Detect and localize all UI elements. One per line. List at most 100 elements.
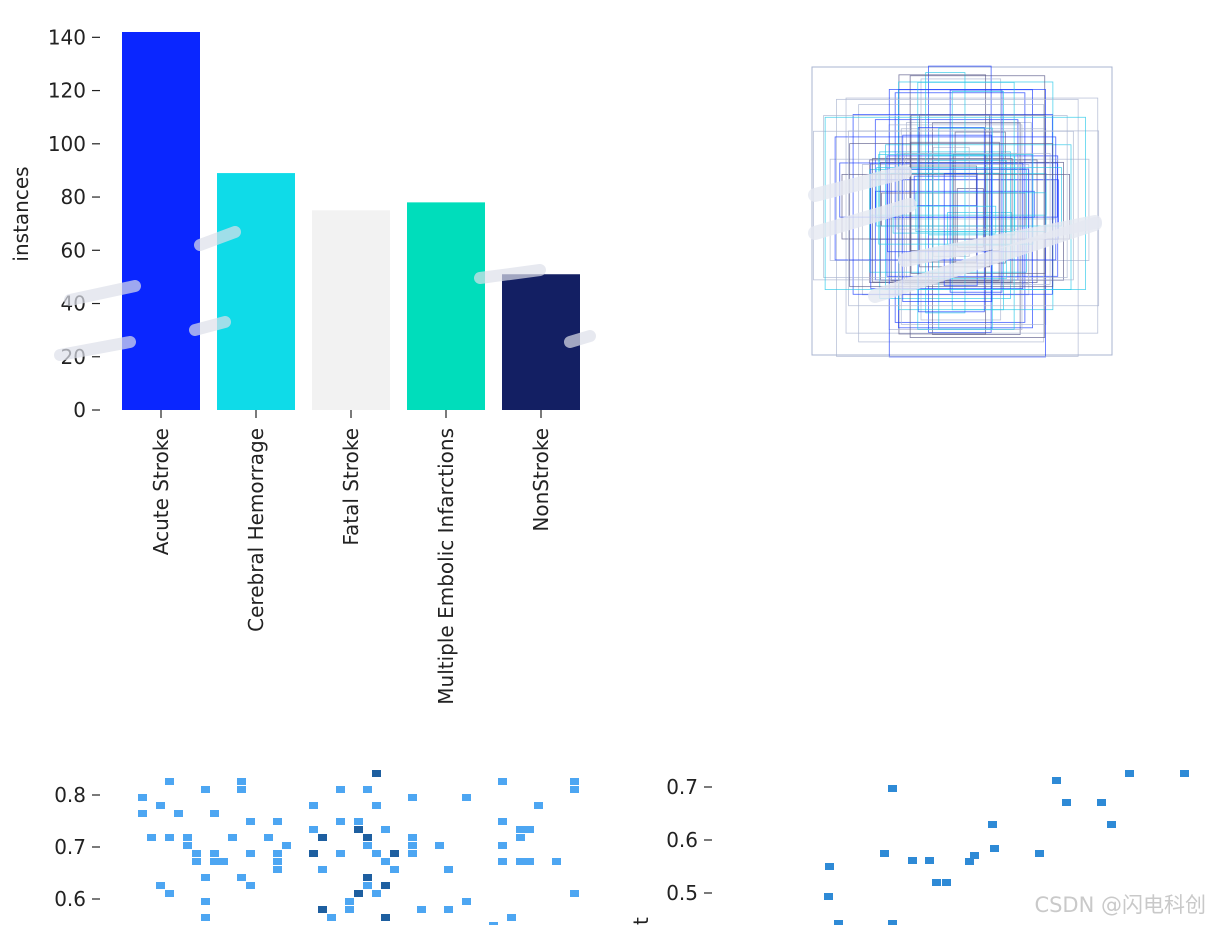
y-tick-label: 60	[61, 238, 86, 262]
outline-box	[902, 134, 993, 302]
y-tick-label: 0.6	[54, 887, 86, 911]
heat-cell	[525, 826, 534, 833]
heat-cell	[970, 852, 979, 859]
heat-cell	[282, 842, 291, 849]
heat-cell	[363, 874, 372, 881]
heat-cell	[516, 834, 525, 841]
heat-cell	[372, 770, 381, 777]
heat-cell	[210, 810, 219, 817]
heatmap-left: 0.6 0.7 0.8	[54, 770, 579, 925]
outline-box	[896, 152, 1019, 230]
heat-cell	[210, 850, 219, 857]
y-tick-label: 0.7	[54, 835, 86, 859]
heat-cell	[363, 842, 372, 849]
heat-cell	[507, 914, 516, 921]
heat-cell	[965, 858, 974, 865]
heat-cell	[156, 802, 165, 809]
y-tick-label: 0.6	[666, 828, 698, 852]
heat-cell	[210, 858, 219, 865]
x-tick-label: Cerebral Hemorrage	[244, 428, 268, 632]
heat-cell	[246, 818, 255, 825]
heat-cell	[390, 866, 399, 873]
heat-cell	[138, 794, 147, 801]
outline-box	[951, 91, 1004, 311]
heat-cell	[327, 914, 336, 921]
outline-box	[932, 155, 988, 232]
heat-cell	[1052, 777, 1061, 784]
y-tick-label: 0.8	[54, 783, 86, 807]
heat-cell	[381, 858, 390, 865]
heat-cell	[147, 834, 156, 841]
heat-cell	[318, 834, 327, 841]
heat-cell	[201, 874, 210, 881]
heat-cell	[988, 821, 997, 828]
watermark: CSDN @闪电科创	[1034, 893, 1206, 917]
heat-cell	[444, 906, 453, 913]
outline-box	[913, 175, 977, 206]
outline-box	[892, 205, 997, 234]
heat-cell	[363, 786, 372, 793]
outer-box	[811, 66, 1113, 356]
heat-cell	[345, 906, 354, 913]
heat-cell	[516, 826, 525, 833]
heat-cell	[1062, 799, 1071, 806]
heat-cell	[318, 866, 327, 873]
outline-box	[917, 127, 985, 313]
outline-box	[928, 155, 1016, 236]
heat-cell	[201, 898, 210, 905]
heat-cell	[888, 920, 897, 925]
x-tick-label: Fatal Stroke	[339, 428, 363, 546]
heat-cell	[219, 858, 228, 865]
heat-cell	[932, 879, 941, 886]
outline-box	[943, 173, 978, 287]
heat-cell	[552, 858, 561, 865]
blur-streak	[808, 165, 912, 202]
heat-cell	[570, 890, 579, 897]
y-tick-label: 120	[48, 79, 86, 103]
x-tick-label: Acute Stroke	[149, 428, 173, 555]
heat-cell	[192, 858, 201, 865]
outline-box	[834, 136, 1057, 261]
heat-cell	[372, 850, 381, 857]
heat-cell	[372, 890, 381, 897]
heat-cell	[336, 850, 345, 857]
heat-cell	[925, 857, 934, 864]
heat-cell	[264, 834, 273, 841]
heat-cell	[462, 898, 471, 905]
y-tick-label: 80	[61, 185, 86, 209]
bar-3	[407, 202, 485, 410]
heat-cell	[417, 906, 426, 913]
heat-cell	[165, 890, 174, 897]
heat-cell	[273, 866, 282, 873]
heat-cell	[990, 845, 999, 852]
outline-box	[824, 116, 1086, 290]
outline-box	[849, 143, 1054, 288]
heat-cell	[390, 850, 399, 857]
heat-cell	[183, 834, 192, 841]
heat-cell	[516, 858, 525, 865]
heat-cell	[354, 890, 363, 897]
outline-box	[858, 104, 1045, 343]
heat-cell	[408, 794, 417, 801]
heat-cell	[138, 810, 147, 817]
heat-cell	[363, 882, 372, 889]
heat-cell	[192, 850, 201, 857]
heat-cell	[309, 826, 318, 833]
outline-box	[920, 78, 1002, 321]
heat-cell	[408, 842, 417, 849]
y-tick-label: 0	[73, 398, 86, 422]
heat-cell	[570, 786, 579, 793]
heat-cell	[435, 842, 444, 849]
heat-cell	[1097, 799, 1106, 806]
heat-cell	[309, 802, 318, 809]
heat-cell	[381, 882, 390, 889]
heat-cell	[908, 857, 917, 864]
heat-cell	[408, 850, 417, 857]
heat-cell	[381, 914, 390, 921]
x-tick-label: NonStroke	[529, 428, 553, 532]
bar-0	[122, 32, 200, 410]
blur-streak	[564, 330, 596, 348]
heat-cell	[1035, 850, 1044, 857]
heat-cell	[880, 850, 889, 857]
